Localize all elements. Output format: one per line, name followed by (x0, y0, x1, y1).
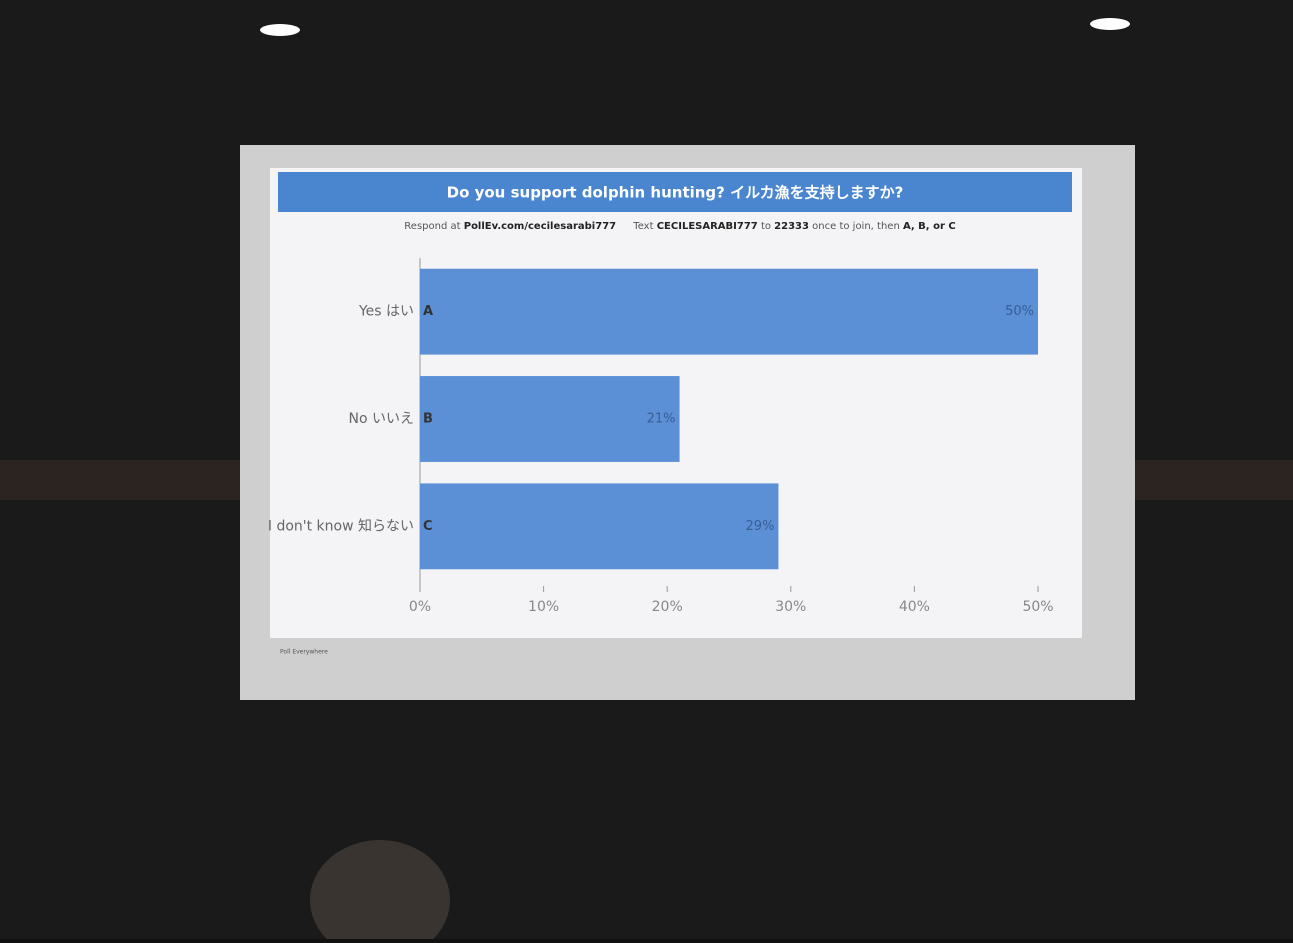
x-tick-label: 20% (652, 599, 683, 615)
ceiling-light (260, 24, 300, 36)
x-tick-label: 50% (1022, 599, 1053, 615)
value-label: 21% (647, 412, 676, 427)
page: Do you support dolphin hunting? イルカ漁を支持し… (0, 0, 1293, 943)
bar (420, 483, 778, 569)
category-label: No いいえ (349, 411, 415, 427)
instruction-text: Text (632, 221, 653, 232)
option-letter: C (423, 519, 433, 534)
instruction-text: Respond at (404, 221, 460, 232)
x-tick-label: 0% (409, 599, 431, 615)
ceiling-light (1090, 18, 1130, 30)
x-tick-label: 30% (775, 599, 806, 615)
x-tick-label: 10% (528, 599, 559, 615)
instruction-code: CECILESARABI777 (657, 221, 758, 232)
x-tick-label: 40% (899, 599, 930, 615)
chart-title: Do you support dolphin hunting? イルカ漁を支持し… (447, 184, 904, 202)
value-label: 29% (746, 519, 775, 534)
instruction-number: 22333 (774, 221, 809, 232)
instruction-url: PollEv.com/cecilesarabi777 (464, 221, 616, 232)
instruction-options: A, B, or C (903, 221, 956, 232)
category-label: Yes はい (358, 304, 414, 320)
option-letter: B (423, 412, 433, 427)
instructions: Respond at PollEv.com/cecilesarabi777 Te… (404, 221, 955, 232)
bar (420, 269, 1038, 355)
footer: Poll Everywhere (280, 649, 328, 656)
scene: Do you support dolphin hunting? イルカ漁を支持し… (0, 0, 1293, 939)
bar (420, 376, 680, 462)
option-letter: A (423, 304, 433, 319)
value-label: 50% (1005, 304, 1034, 319)
instruction-text: once to join, then (812, 221, 900, 232)
instruction-text: to (761, 221, 771, 232)
category-label: I don't know 知らない (268, 517, 414, 534)
